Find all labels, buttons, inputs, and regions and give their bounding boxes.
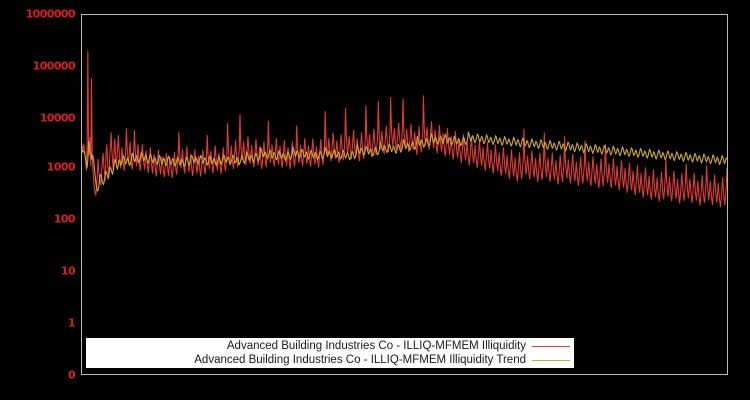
y-tick-label: 0: [67, 368, 76, 382]
legend: Advanced Building Industries Co - ILLIQ-…: [86, 338, 574, 368]
y-tick-label: 1000: [46, 160, 76, 174]
series-canvas: [82, 50, 727, 208]
legend-color-swatch: [532, 346, 570, 347]
legend-color-swatch: [532, 360, 570, 361]
y-tick-label: 1000000: [25, 7, 76, 21]
y-axis: 1000000 100000 10000 1000 100 10 1 0: [0, 0, 78, 400]
y-tick-label: 1: [67, 316, 76, 330]
y-tick-label: 10: [60, 264, 76, 278]
series-line-illiquidity-trend: [82, 131, 727, 192]
legend-label: Advanced Building Industries Co - ILLIQ-…: [226, 340, 526, 352]
plot-area: [81, 14, 728, 375]
y-tick-label: 10000: [39, 111, 76, 125]
legend-item-illiquidity-trend: Advanced Building Industries Co - ILLIQ-…: [194, 353, 570, 368]
series-line-illiquidity: [82, 50, 727, 208]
legend-label: Advanced Building Industries Co - ILLIQ-…: [194, 354, 526, 366]
y-tick-label: 100000: [32, 59, 76, 73]
legend-item-illiquidity: Advanced Building Industries Co - ILLIQ-…: [227, 339, 570, 354]
y-tick-label: 100: [53, 212, 76, 226]
